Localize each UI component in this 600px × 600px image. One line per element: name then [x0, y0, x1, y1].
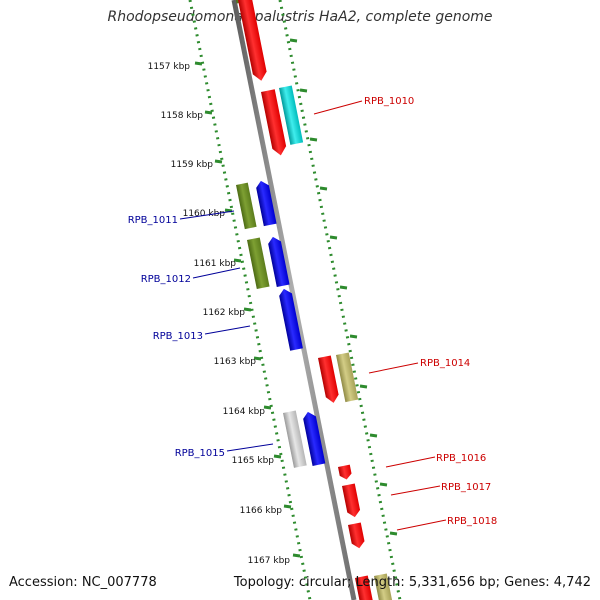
kbp-label: 1158 kbp — [161, 111, 204, 121]
rpb-1016-red-gene[interactable] — [338, 464, 353, 481]
kbp-label: 1165 kbp — [232, 456, 275, 466]
kbp-label: 1164 kbp — [223, 407, 266, 417]
gene-labels: RPB_1010 RPB_1011 RPB_1012 RPB_1013 RPB_… — [128, 96, 498, 527]
gene-label-rpb-1010[interactable]: RPB_1010 — [364, 96, 414, 107]
gene-label-rpb-1018[interactable]: RPB_1018 — [447, 516, 497, 527]
accession-label: Accession: NC_007778 — [9, 575, 157, 590]
gene-label-rpb-1011[interactable]: RPB_1011 — [128, 215, 178, 226]
major-tick — [319, 186, 328, 191]
feature-group-left — [232, 0, 326, 468]
olive-feature[interactable] — [247, 237, 270, 290]
rpb-1018-red-gene[interactable] — [348, 522, 366, 549]
gene-label-rpb-1015[interactable]: RPB_1015 — [175, 448, 225, 459]
gene-label-rpb-1012[interactable]: RPB_1012 — [141, 274, 191, 285]
major-tick — [329, 235, 338, 240]
major-tick — [263, 405, 272, 410]
red-feature-bottom[interactable] — [355, 575, 374, 600]
major-tick — [369, 433, 378, 438]
leader-rpb-1011 — [179, 210, 235, 220]
major-tick — [299, 88, 308, 93]
major-tick — [204, 110, 213, 115]
major-tick — [214, 159, 223, 164]
rpb-1013-blue-gene[interactable] — [278, 287, 303, 351]
gray-feature[interactable] — [283, 410, 307, 468]
leader-rpb-1012 — [192, 267, 241, 279]
kbp-label: 1162 kbp — [203, 308, 246, 318]
major-tick — [292, 553, 301, 558]
kbp-label: 1160 kbp — [183, 209, 226, 219]
genome-summary: Topology: circular; Length: 5,331,656 bp… — [233, 575, 591, 590]
major-tick — [289, 38, 298, 43]
gene-label-rpb-1016[interactable]: RPB_1016 — [436, 453, 486, 464]
olive-feature[interactable] — [236, 182, 257, 230]
kbp-label: 1166 kbp — [240, 506, 283, 516]
gene-label-rpb-1014[interactable]: RPB_1014 — [420, 358, 470, 369]
rpb-1017-red-gene[interactable] — [342, 483, 361, 518]
rpb-1014-red-gene[interactable] — [318, 355, 340, 404]
kbp-label: 1157 kbp — [148, 62, 191, 72]
kbp-labels: 1157 kbp 1158 kbp 1159 kbp 1160 kbp 1161… — [148, 62, 291, 566]
major-tick — [194, 61, 203, 66]
kbp-label: 1167 kbp — [248, 556, 291, 566]
leader-rpb-1015 — [226, 443, 274, 452]
leader-rpb-1018 — [396, 519, 447, 531]
major-tick — [339, 285, 348, 290]
red-gene-top[interactable] — [236, 0, 268, 82]
leader-rpb-1013 — [204, 325, 251, 335]
major-tick — [233, 258, 242, 263]
outer-tick-line — [278, 0, 402, 600]
major-tick — [349, 334, 358, 339]
major-tick — [379, 482, 388, 487]
major-tick — [283, 504, 292, 509]
map-title: Rhodopseudomonas palustris HaA2, complet… — [107, 9, 493, 25]
kbp-label: 1163 kbp — [214, 357, 257, 367]
genome-backbone — [231, 0, 357, 600]
leader-rpb-1010 — [313, 100, 363, 115]
rpb-1010-cyan-gene[interactable] — [279, 85, 304, 145]
red-gene[interactable] — [261, 89, 288, 156]
rpb-1012-blue-gene[interactable] — [267, 235, 290, 288]
leader-rpb-1016 — [385, 456, 436, 468]
major-tick — [224, 208, 233, 213]
major-tick — [389, 531, 398, 536]
major-ticks — [194, 38, 398, 558]
rpb-1011-blue-gene[interactable] — [255, 179, 277, 227]
major-tick — [253, 356, 262, 361]
khaki-feature-bottom[interactable] — [374, 573, 393, 600]
khaki-feature[interactable] — [336, 352, 359, 403]
leader-lines — [179, 100, 447, 531]
major-tick — [309, 137, 318, 142]
gene-label-rpb-1017[interactable]: RPB_1017 — [441, 482, 491, 493]
kbp-label: 1159 kbp — [171, 160, 214, 170]
gene-label-rpb-1013[interactable]: RPB_1013 — [153, 331, 203, 342]
feature-group-right — [236, 0, 393, 600]
major-tick — [359, 384, 368, 389]
kbp-label: 1161 kbp — [194, 259, 237, 269]
rpb-1015-blue-gene[interactable] — [302, 410, 326, 466]
leader-rpb-1017 — [390, 485, 441, 496]
major-tick — [243, 307, 252, 312]
major-tick — [273, 454, 282, 459]
leader-rpb-1014 — [368, 362, 419, 374]
